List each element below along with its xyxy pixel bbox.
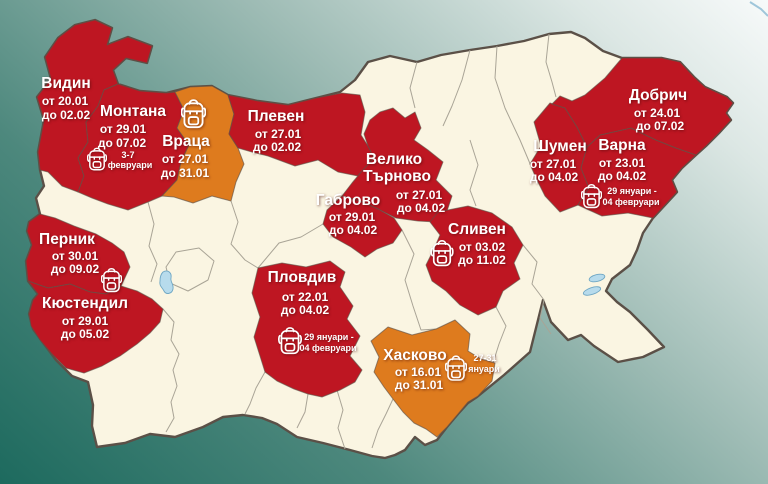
region-note-plovdiv-1: 29 януари - xyxy=(304,332,354,342)
region-date-from-varna: от 23.01 xyxy=(599,156,646,170)
region-kyustendil xyxy=(27,280,164,374)
region-date-from-gabrovo: от 29.01 xyxy=(329,210,376,224)
region-note-haskovo-2: януари xyxy=(468,364,500,374)
region-plovdiv xyxy=(251,260,363,398)
region-name-haskovo: Хасково xyxy=(383,347,446,364)
region-date-to-vratsa: до 31.01 xyxy=(161,166,210,180)
region-date-from-shumen: от 27.01 xyxy=(530,157,577,171)
region-name-varna: Варна xyxy=(598,137,646,154)
region-date-to-veliko-tarnovo: до 04.02 xyxy=(397,201,446,215)
region-date-to-sliven: до 11.02 xyxy=(458,253,506,267)
region-date-from-vidin: от 20.01 xyxy=(42,94,89,108)
region-gabrovo xyxy=(322,195,403,258)
region-date-to-shumen: до 04.02 xyxy=(530,170,579,184)
burgas-lake-1 xyxy=(588,273,606,283)
region-note-varna-1: 29 януари - xyxy=(607,186,657,196)
region-date-from-haskovo: от 16.01 xyxy=(395,365,442,379)
region-date-to-kyustendil: до 05.02 xyxy=(61,327,110,341)
region-dobrich xyxy=(551,57,734,156)
region-haskovo xyxy=(370,319,496,438)
region-name-kyustendil: Кюстендил xyxy=(42,295,128,312)
region-date-to-pernik: до 09.02 xyxy=(51,262,100,276)
region-note-haskovo-1: 27-31 xyxy=(473,353,496,363)
region-date-from-plovdiv: от 22.01 xyxy=(282,290,329,304)
lakes xyxy=(159,1,768,296)
region-name-vidin: Видин xyxy=(41,75,90,92)
region-date-from-veliko-tarnovo: от 27.01 xyxy=(396,188,443,202)
burgas-lake-2 xyxy=(582,286,602,296)
danube-river xyxy=(749,1,768,17)
region-note-montana-2: февруари xyxy=(108,160,153,170)
region-date-from-vratsa: от 27.01 xyxy=(162,152,209,166)
region-note-varna-2: 04 февруари xyxy=(602,197,659,207)
region-name-shumen: Шумен xyxy=(533,138,586,155)
region-date-to-pleven: до 02.02 xyxy=(253,140,302,154)
region-name-gabrovo: Габрово xyxy=(316,192,381,209)
region-date-from-pleven: от 27.01 xyxy=(255,127,302,141)
region-date-to-montana: до 07.02 xyxy=(98,136,147,150)
region-name-vratsa: Враца xyxy=(162,133,210,150)
region-name-veliko-tarnovo-2: Търново xyxy=(363,168,431,185)
region-date-to-varna: до 04.02 xyxy=(598,169,647,183)
region-date-from-pernik: от 30.01 xyxy=(52,249,99,263)
region-date-to-gabrovo: до 04.02 xyxy=(329,223,378,237)
region-note-montana-1: 3-7 xyxy=(121,150,134,160)
region-date-to-haskovo: до 31.01 xyxy=(395,378,444,392)
region-labels: Видин от 20.01 до 02.02 Монтана от 29.01… xyxy=(39,75,687,392)
province-inner-borders xyxy=(147,33,557,450)
region-sliven xyxy=(425,205,524,316)
region-date-from-montana: от 29.01 xyxy=(100,122,147,136)
region-name-montana: Монтана xyxy=(100,103,166,120)
region-name-pleven: Плевен xyxy=(248,108,305,125)
region-name-veliko-tarnovo-1: Велико xyxy=(366,151,422,168)
region-name-dobrich: Добрич xyxy=(629,87,687,104)
region-name-pernik: Перник xyxy=(39,231,95,248)
region-date-to-dobrich: до 07.02 xyxy=(636,119,685,133)
region-date-from-sliven: от 03.02 xyxy=(459,240,506,254)
iskar-lake xyxy=(159,270,174,294)
region-date-from-dobrich: от 24.01 xyxy=(634,106,681,120)
region-date-to-vidin: до 02.02 xyxy=(42,108,91,122)
region-date-to-plovdiv: до 04.02 xyxy=(281,303,330,317)
region-name-plovdiv: Пловдив xyxy=(268,269,337,286)
region-note-plovdiv-2: 04 февруари xyxy=(299,343,356,353)
region-name-sliven: Сливен xyxy=(448,221,506,238)
region-date-from-kyustendil: от 29.01 xyxy=(62,314,109,328)
